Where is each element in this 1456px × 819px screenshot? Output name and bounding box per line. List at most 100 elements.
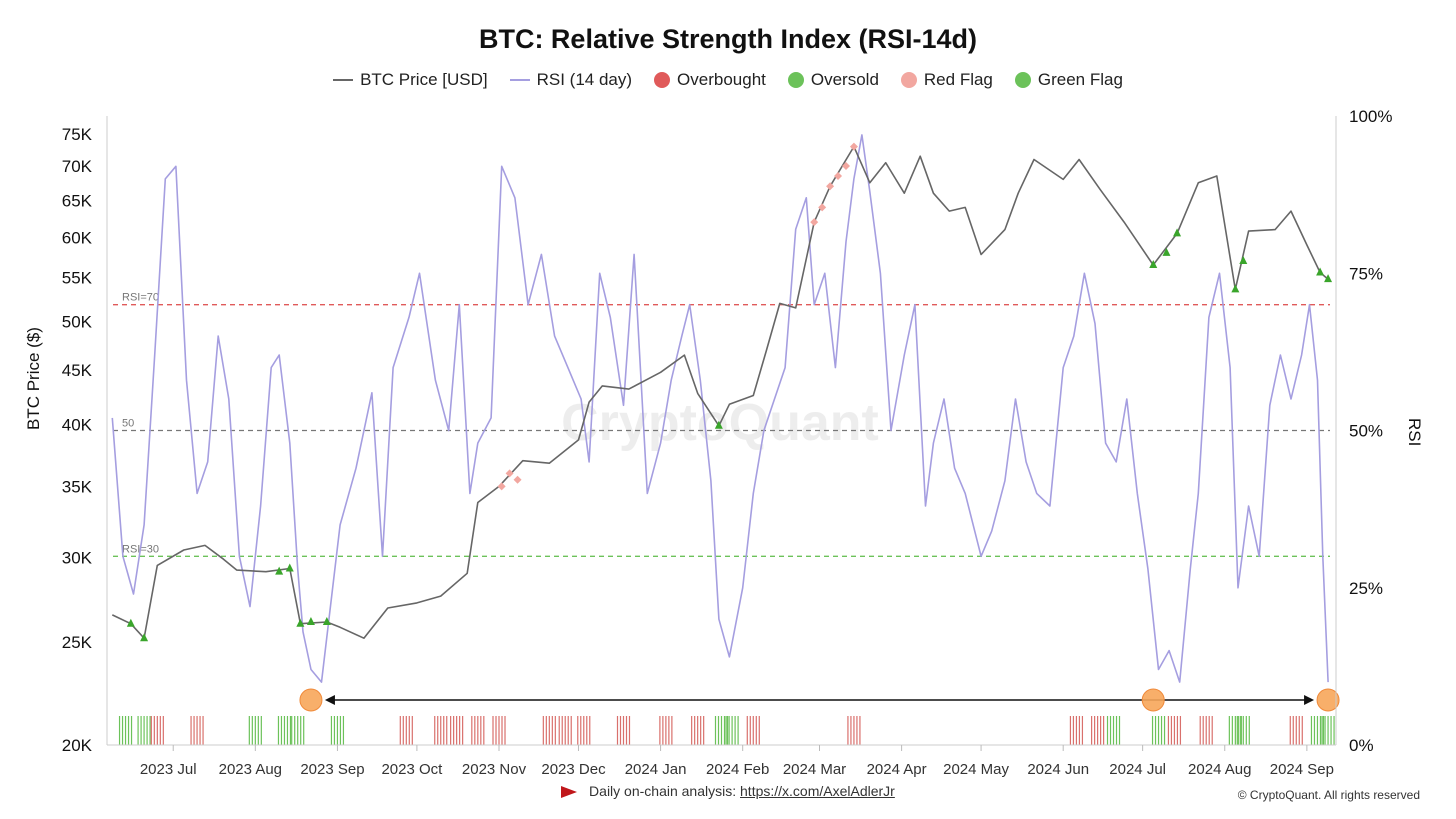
price-tick-label: 35K (62, 477, 93, 496)
price-tick-label: 65K (62, 191, 93, 210)
oversold-marker (1239, 255, 1248, 264)
reference-line-label: 50 (122, 418, 134, 430)
x-tick-label: 2024 Jan (625, 761, 687, 778)
footer-link[interactable]: https://x.com/AxelAdlerJr (740, 783, 895, 799)
oversold-marker (1324, 274, 1333, 283)
price-tick-label: 45K (62, 361, 93, 380)
overbought-marker (497, 482, 506, 491)
x-tick-label: 2024 Mar (783, 761, 846, 778)
arrow-head-right (1304, 695, 1315, 705)
signal-markers (126, 142, 1333, 642)
rsi-tick-label: 50% (1349, 422, 1383, 441)
legend-item-oversold[interactable]: Oversold (787, 70, 879, 90)
overbought-marker (841, 162, 850, 171)
price-tick-label: 40K (62, 416, 93, 435)
price-tick-label: 50K (62, 313, 93, 332)
legend-item-green-flag[interactable]: Green Flag (1014, 70, 1123, 90)
x-tick-label: 2024 May (943, 761, 1009, 778)
oversold-marker (140, 633, 149, 642)
x-tick-label: 2024 Aug (1188, 761, 1251, 778)
x-tick-label: 2024 Sep (1270, 761, 1334, 778)
legend-item-overbought[interactable]: Overbought (654, 70, 766, 90)
price-tick-label: 30K (62, 549, 93, 568)
legend-label-price: BTC Price [USD] (360, 70, 488, 89)
rsi-tick-label: 25% (1349, 579, 1383, 598)
legend-swatch-price (333, 79, 354, 81)
legend-item-price[interactable]: BTC Price [USD] (333, 70, 488, 90)
overbought-marker (818, 203, 827, 212)
legend-label-green-flag: Green Flag (1037, 70, 1123, 89)
price-tick-label: 70K (62, 157, 93, 176)
oversold-marker (322, 616, 331, 625)
oversold-marker (126, 618, 135, 627)
copyright: © CryptoQuant. All rights reserved (1237, 788, 1420, 802)
rsi-line (111, 134, 1329, 683)
overbought-marker (505, 469, 514, 478)
legend-label-overbought: Overbought (677, 70, 766, 89)
legend-swatch-rsi (509, 79, 530, 81)
legend-label-oversold: Oversold (810, 70, 879, 89)
rsi-tick-label: 100% (1349, 107, 1392, 126)
overbought-marker (513, 475, 522, 484)
footer: Daily on-chain analysis: https://x.com/A… (0, 783, 1456, 799)
low-marker (1141, 688, 1165, 712)
rsi-tick-label: 0% (1349, 736, 1374, 755)
x-tick-label: 2023 Oct (381, 761, 443, 778)
arrow-head-left (324, 695, 335, 705)
x-tick-label: 2023 Sep (300, 761, 364, 778)
price-layer (111, 145, 1329, 640)
overbought-marker (810, 218, 819, 227)
x-tick-label: 2024 Feb (706, 761, 769, 778)
overbought-marker (826, 182, 835, 191)
oversold-marker (306, 616, 315, 625)
x-tick-label: 2023 Aug (219, 761, 282, 778)
oversold-marker (1162, 247, 1171, 256)
rsi-tick-label: 75% (1349, 264, 1383, 283)
left-axis-label: BTC Price ($) (24, 327, 43, 430)
oversold-marker (1149, 260, 1158, 269)
right-axis-label: RSI (1405, 418, 1424, 447)
legend: BTC Price [USD] RSI (14 day) Overbought … (0, 70, 1456, 90)
oversold-marker (1316, 267, 1325, 276)
legend-swatch-oversold (787, 72, 804, 88)
x-tick-label: 2023 Jul (140, 761, 197, 778)
axes: 20K 25K 30K 35K 40K 45K 50K 55K 60K 65K 70K 75K 0% 25… (62, 107, 1393, 778)
legend-label-rsi: RSI (14 day) (536, 70, 633, 89)
overbought-marker (849, 142, 858, 151)
legend-swatch-overbought (654, 72, 671, 88)
price-tick-label: 55K (62, 268, 93, 287)
rsi-layer (111, 134, 1329, 683)
legend-swatch-green-flag (1014, 72, 1031, 88)
price-line (111, 145, 1329, 640)
price-tick-label: 25K (62, 633, 93, 652)
footer-text: Daily on-chain analysis: (589, 783, 737, 799)
price-tick-label: 60K (62, 228, 93, 247)
low-marker (1316, 688, 1340, 712)
x-tick-label: 2023 Dec (541, 761, 606, 778)
x-tick-label: 2024 Jul (1109, 761, 1166, 778)
flag-icon (561, 786, 578, 799)
oversold-marker (714, 420, 723, 429)
low-marker (299, 688, 323, 712)
oversold-marker (1231, 284, 1240, 293)
legend-swatch-red-flag (900, 72, 917, 88)
price-tick-label: 75K (62, 125, 93, 144)
reference-line-label: RSI=70 (122, 292, 159, 304)
x-tick-label: 2024 Apr (867, 761, 927, 778)
oversold-marker (275, 566, 284, 575)
x-tick-label: 2024 Jun (1027, 761, 1089, 778)
oversold-marker (285, 563, 294, 572)
legend-label-red-flag: Red Flag (923, 70, 993, 89)
price-tick-label: 20K (62, 736, 93, 755)
legend-item-red-flag[interactable]: Red Flag (900, 70, 993, 90)
x-tick-label: 2023 Nov (462, 761, 527, 778)
annotations (299, 688, 1340, 712)
chart-title: BTC: Relative Strength Index (RSI-14d) (478, 24, 978, 54)
oversold-marker (296, 618, 305, 627)
oversold-marker (1173, 228, 1182, 237)
legend-item-rsi[interactable]: RSI (14 day) (509, 70, 633, 90)
overbought-marker (834, 172, 843, 181)
flag-strip (118, 716, 1335, 745)
